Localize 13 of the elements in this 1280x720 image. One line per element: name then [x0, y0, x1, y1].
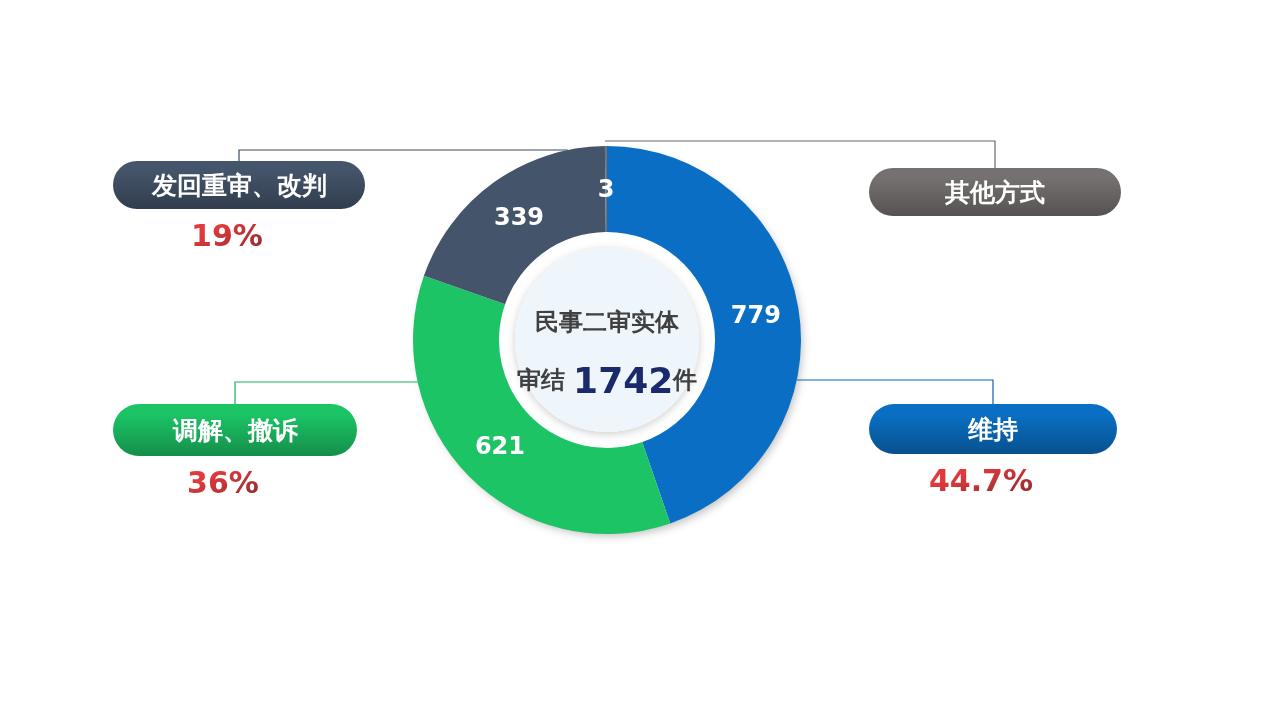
text: 44.7%	[928, 462, 1034, 498]
text: 36%	[187, 464, 259, 500]
text: 19%	[191, 217, 263, 253]
data-label: 779	[730, 301, 781, 330]
data-label: 339	[493, 203, 545, 232]
slice-label: 其他方式	[944, 177, 1045, 207]
data-label: 3	[597, 175, 615, 203]
slice-label: 维持	[967, 414, 1018, 444]
text: 审结 1742件	[516, 359, 698, 401]
slice-label: 调解、撤诉	[171, 415, 299, 445]
data-label: 621	[474, 432, 525, 461]
slice-label: 发回重审、改判	[150, 170, 327, 200]
text: 民事二审实体	[535, 308, 680, 336]
